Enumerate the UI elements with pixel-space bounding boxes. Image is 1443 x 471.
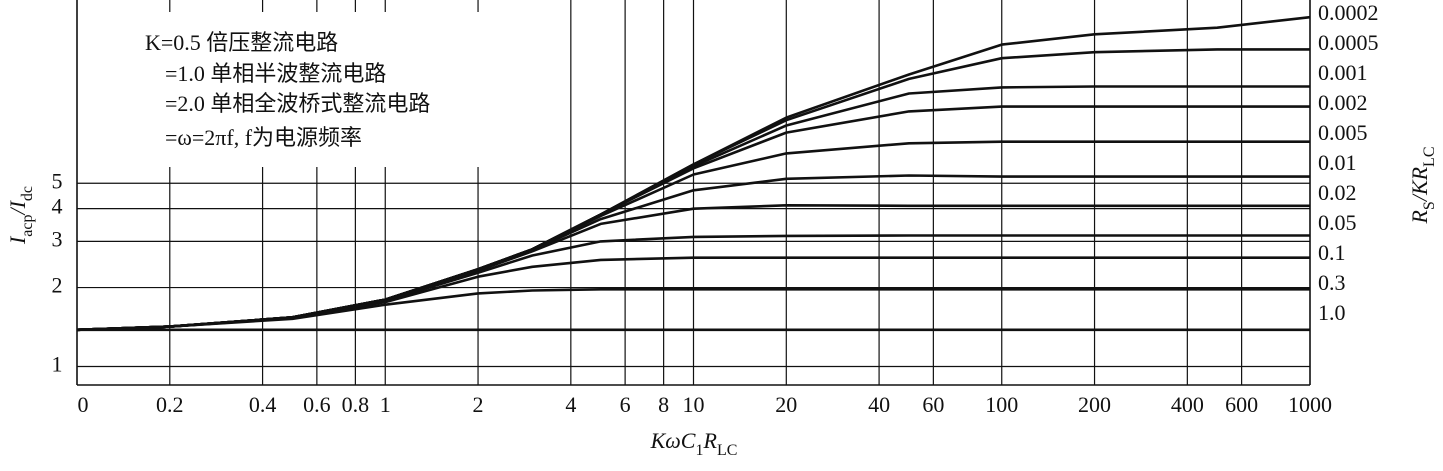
y-axis-label-part: dc	[19, 186, 36, 201]
x-tick-label: 4	[565, 392, 576, 417]
x-tick-label: 200	[1078, 392, 1111, 417]
x-tick-label: 400	[1171, 392, 1204, 417]
y-tick-label: 2	[52, 273, 63, 298]
curve-label: 0.002	[1318, 90, 1368, 115]
x-tick-label: 20	[775, 392, 797, 417]
x-axis-label-part: R	[702, 428, 717, 453]
curve-label: 0.1	[1318, 240, 1346, 265]
annotation: =1.0 单相半波整流电路	[165, 61, 386, 86]
x-tick-label: 0.4	[249, 392, 277, 417]
y-tick-label: 1	[52, 352, 63, 377]
y-tick-label: 4	[52, 194, 63, 219]
curve-label: 0.001	[1318, 60, 1368, 85]
x-tick-label: 1	[380, 392, 391, 417]
x-tick-label: 0	[78, 392, 89, 417]
curve-label: 1.0	[1318, 300, 1346, 325]
y-axis-label-part: /I	[5, 199, 30, 216]
y-axis-label-part: acp	[19, 215, 36, 237]
x-tick-label: 0.8	[342, 392, 370, 417]
y2-axis-label-part: /KR	[1407, 166, 1432, 203]
x-tick-label: 600	[1225, 392, 1258, 417]
x-axis-label-part: 1	[695, 442, 703, 459]
y2-axis-label: RS/KRLC	[1407, 146, 1438, 224]
x-tick-label: 2	[473, 392, 484, 417]
curve-label: 0.005	[1318, 120, 1368, 145]
x-tick-label: 0.2	[156, 392, 184, 417]
y-axis-label: Iacp/Idc	[5, 186, 36, 245]
x-axis-label: KωC1RLC	[650, 428, 738, 459]
curve-label: 0.01	[1318, 150, 1357, 175]
x-tick-label: 8	[658, 392, 669, 417]
x-tick-label: 10	[683, 392, 705, 417]
x-tick-label: 6	[620, 392, 631, 417]
curve-label: 0.0005	[1318, 30, 1379, 55]
curve	[76, 288, 1310, 332]
x-tick-label: 100	[985, 392, 1018, 417]
x-tick-label: 60	[922, 392, 944, 417]
x-tick-label: 0.6	[303, 392, 331, 417]
x-axis-label-part: KωC	[650, 428, 696, 453]
y2-axis-label-part: LC	[1421, 146, 1438, 166]
annotation: K=0.5 倍压整流电路	[145, 30, 338, 55]
curve-label: 0.3	[1318, 270, 1346, 295]
x-tick-label: 1000	[1288, 392, 1332, 417]
legend-box	[115, 12, 560, 167]
y-axis-label-part: I	[5, 235, 30, 245]
y2-axis-label-part: R	[1407, 210, 1432, 225]
annotation: =ω=2πf, f为电源频率	[165, 125, 362, 150]
x-tick-label: 40	[868, 392, 890, 417]
curve-label: 0.02	[1318, 180, 1357, 205]
annotation: =2.0 单相全波桥式整流电路	[165, 91, 430, 116]
curve-label: 0.05	[1318, 210, 1357, 235]
y-tick-label: 5	[52, 168, 63, 193]
y-tick-label: 3	[52, 226, 63, 251]
x-axis-label-part: LC	[717, 442, 737, 459]
curve-label: 0.0002	[1318, 0, 1379, 25]
y2-axis-label-part: S	[1421, 201, 1438, 210]
